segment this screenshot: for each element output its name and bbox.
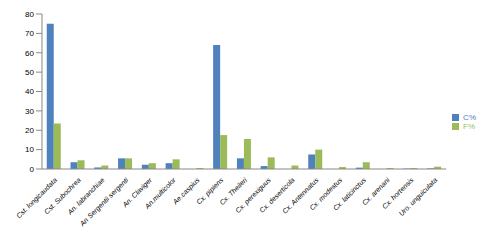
svg-text:Cx. arenani: Cx. arenani: [360, 176, 391, 207]
svg-text:An. Claviger: An. Claviger: [121, 176, 154, 209]
svg-text:60: 60: [25, 49, 34, 58]
svg-text:50: 50: [25, 68, 34, 77]
svg-text:Cx. pipiens: Cx. pipiens: [195, 176, 225, 206]
svg-text:Cx. Theileri: Cx. Theileri: [218, 176, 249, 207]
svg-text:70: 70: [25, 29, 34, 38]
html-text:C%: C%: [463, 112, 476, 122]
svg-text:10: 10: [25, 145, 34, 154]
svg-text:Cx. hortensis: Cx. hortensis: [380, 176, 415, 211]
svg-text:80: 80: [25, 10, 34, 19]
svg-text:Cx. perexiguus: Cx. perexiguus: [234, 176, 272, 215]
svg-text:Cx. deserticola: Cx. deserticola: [258, 176, 296, 214]
svg-text:An.multicolor: An.multicolor: [143, 176, 178, 211]
svg-text:30: 30: [25, 107, 34, 116]
svg-text:Cx. Antennatus: Cx. Antennatus: [281, 176, 320, 215]
svg-text:Cx. laticinctus: Cx. laticinctus: [332, 176, 368, 212]
svg-text:Ae.caspius: Ae.caspius: [171, 176, 201, 206]
svg-text:An Sergentii sergenti: An Sergentii sergenti: [78, 176, 130, 228]
svg-text:Uro. unguiculata: Uro. unguiculata: [397, 176, 439, 218]
svg-text:Cst. Subochrea: Cst. Subochrea: [42, 176, 82, 216]
svg-text:Cst. longicaudata: Cst. longicaudata: [15, 176, 59, 220]
svg-text:An. labranchiae: An. labranchiae: [66, 176, 106, 216]
svg-text:20: 20: [25, 126, 34, 135]
svg-text:Cx. modestus: Cx. modestus: [308, 176, 344, 212]
svg-text:0: 0: [30, 165, 35, 174]
svg-text:40: 40: [25, 87, 34, 96]
html-text:F%: F%: [463, 121, 476, 131]
